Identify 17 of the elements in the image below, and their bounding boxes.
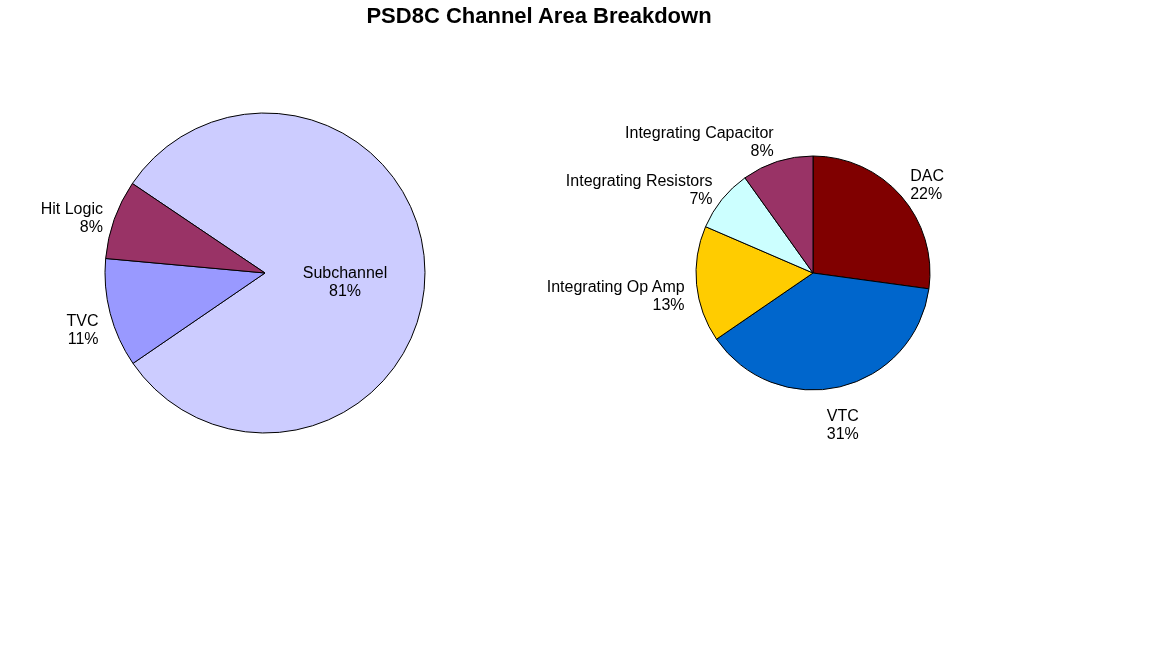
slice-label: Hit Logic: [40, 200, 103, 218]
data-label: 31%: [826, 425, 859, 443]
slice-label: TVC: [66, 311, 99, 329]
slice-label: Integrating Resistors: [565, 171, 713, 189]
data-label: 8%: [79, 218, 103, 236]
data-label: 22%: [910, 185, 943, 203]
data-label: 81%: [328, 281, 362, 299]
data-label: 11%: [67, 329, 99, 347]
slice-label: VTC: [826, 407, 859, 425]
slice-label: Integrating Op Amp: [546, 278, 685, 296]
data-label: 7%: [689, 189, 713, 207]
slice-label: DAC: [910, 167, 944, 185]
slice-label: Subchannel: [302, 263, 388, 281]
data-label: 8%: [750, 142, 774, 160]
slice-label: Integrating Capacitor: [625, 124, 775, 142]
text: PSD8C Channel Area Breakdown: [366, 3, 712, 28]
data-label: 13%: [652, 296, 685, 314]
